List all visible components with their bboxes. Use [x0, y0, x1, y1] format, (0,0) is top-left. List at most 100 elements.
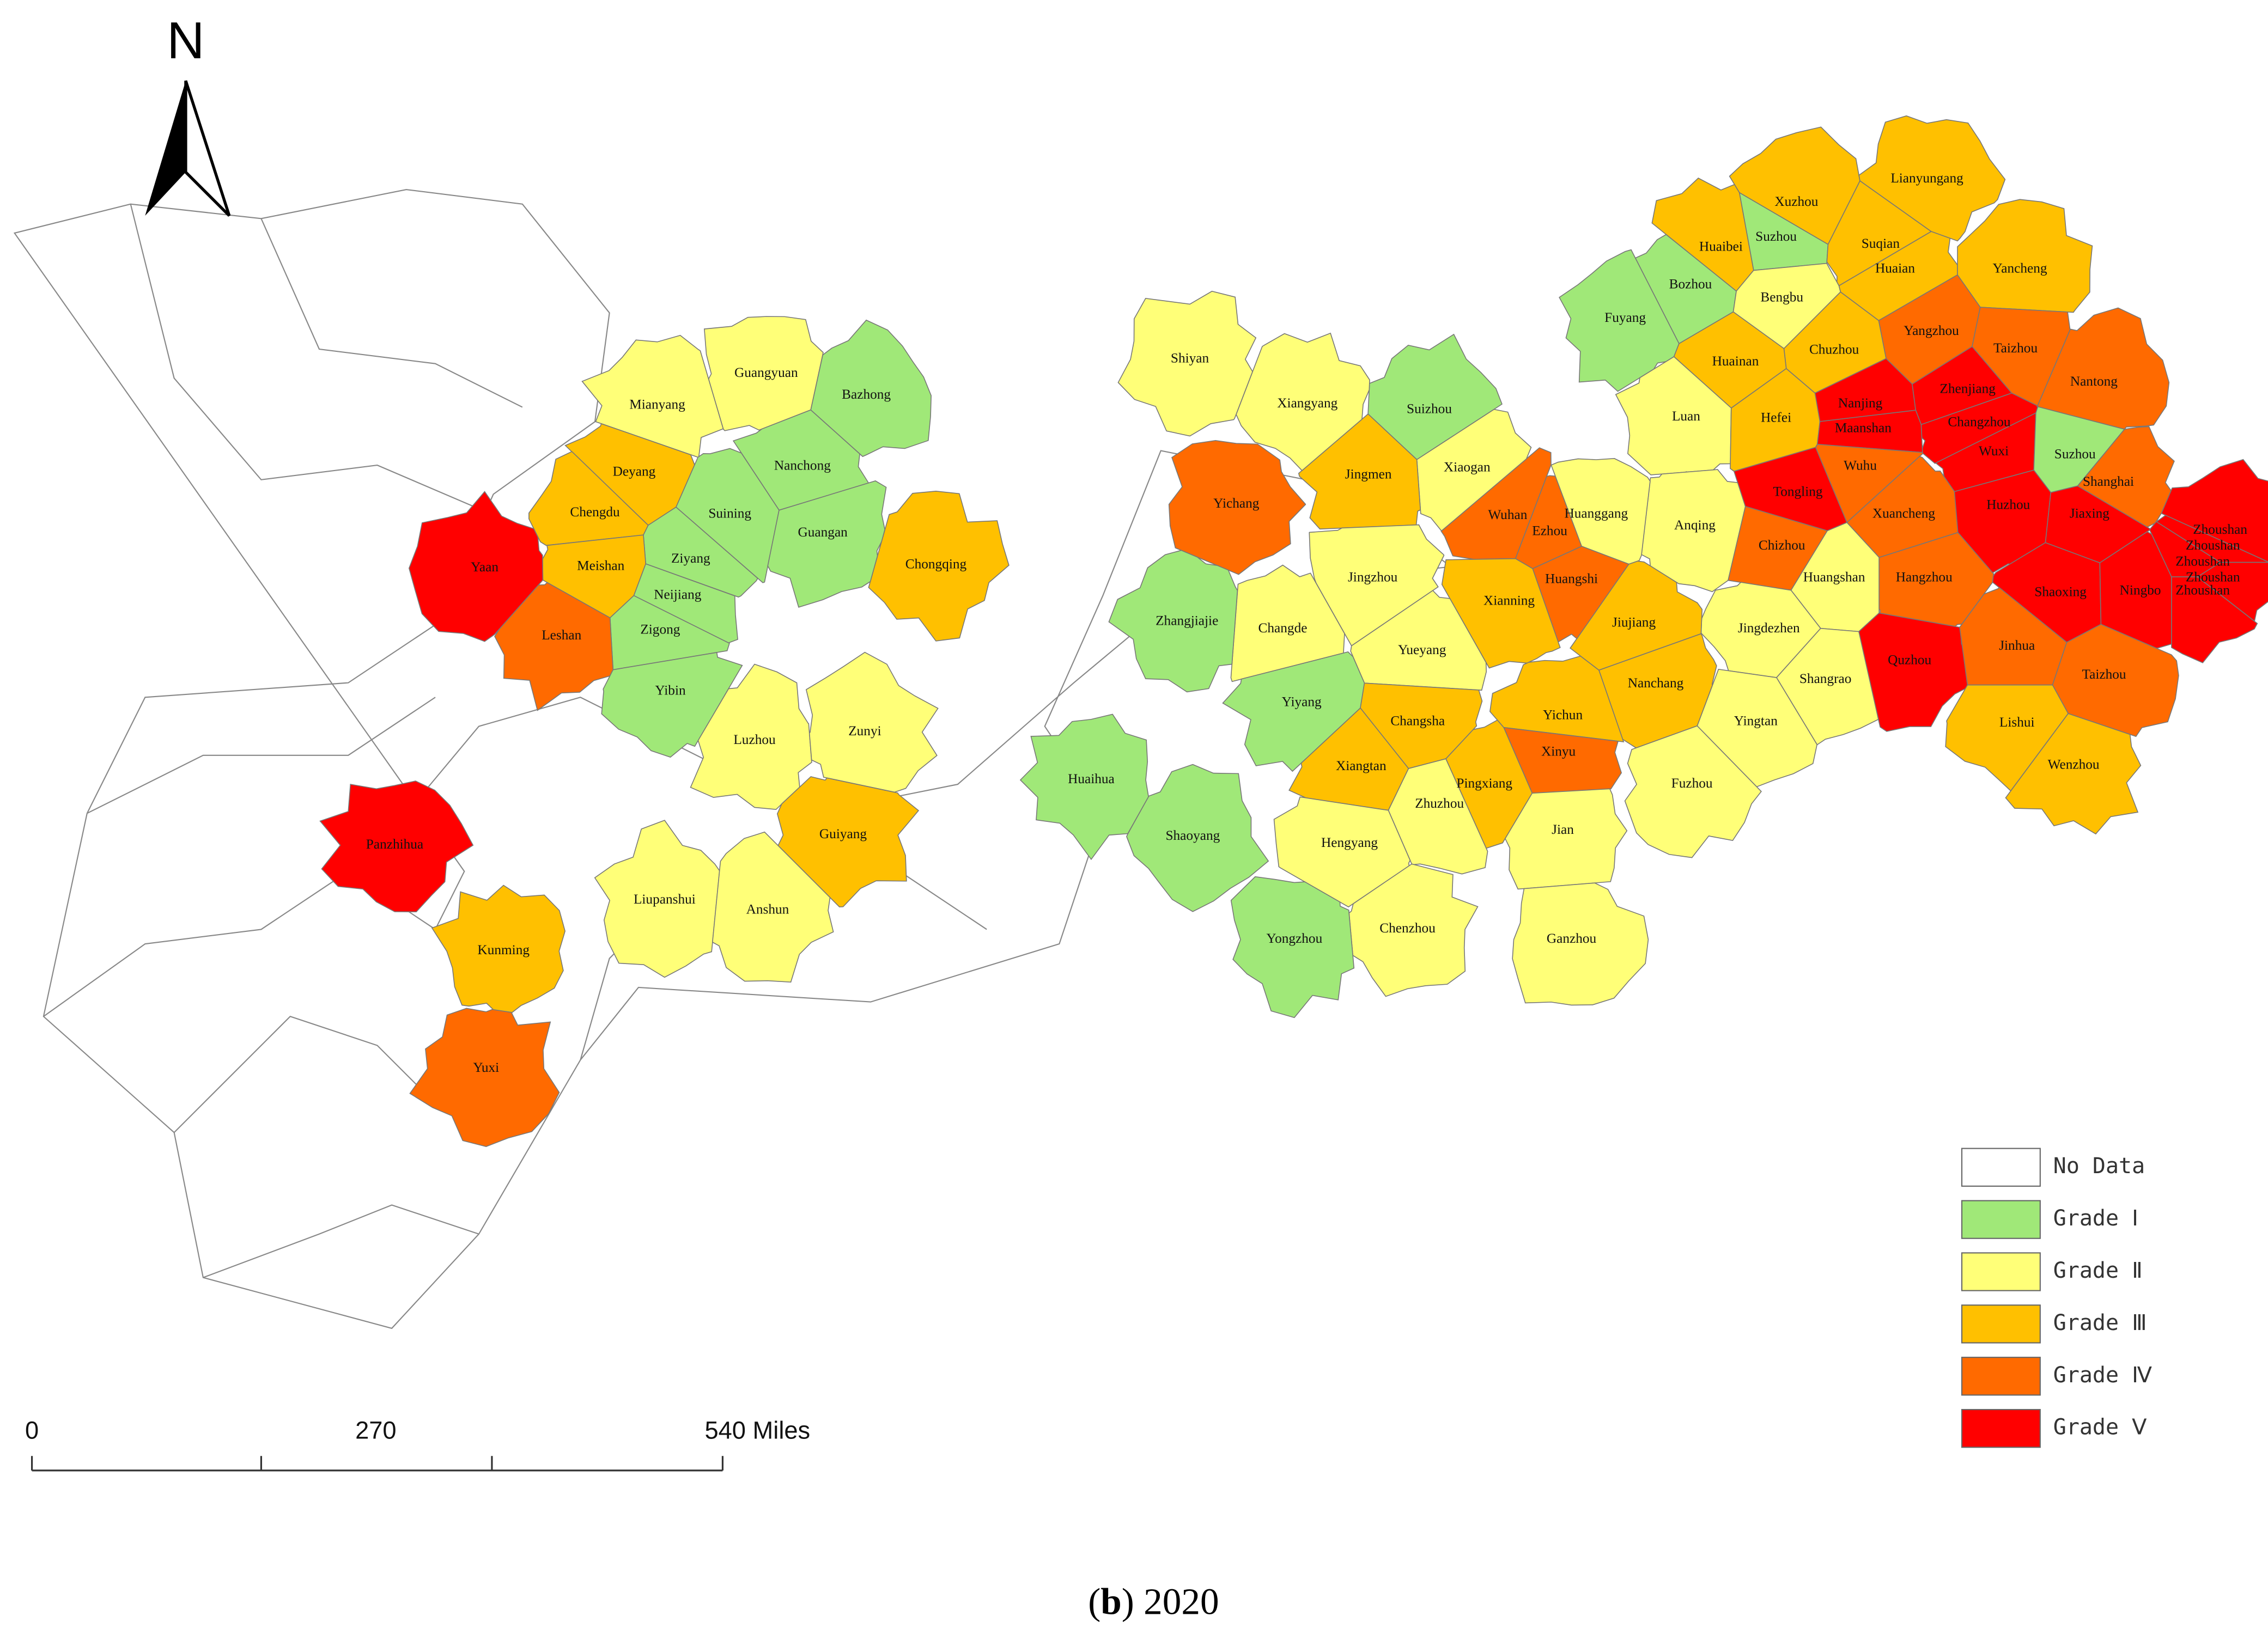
city-label: Kunming — [477, 942, 530, 957]
scale-label: 270 — [355, 1416, 397, 1444]
city-label: Suining — [708, 505, 751, 521]
city-label: Zigong — [640, 622, 680, 637]
city-label: Luzhou — [733, 732, 776, 747]
city-label: Lishui — [1999, 715, 2035, 730]
city-label: Liupanshui — [634, 892, 696, 907]
city-label: Xuancheng — [1872, 505, 1936, 521]
city-label: Nanchang — [1628, 675, 1684, 691]
city-label: Xiangyang — [1277, 395, 1337, 411]
city-label: Pingxiang — [1456, 776, 1512, 791]
city-label: Anqing — [1674, 517, 1716, 533]
city-label: Ganzhou — [1547, 931, 1597, 946]
city-region — [1504, 788, 1628, 890]
city-label: Panzhihua — [366, 837, 423, 852]
city-label: Shangrao — [1799, 671, 1852, 686]
city-label: Wuhan — [1488, 507, 1527, 522]
city-label: Hefei — [1761, 410, 1791, 425]
city-label: Jian — [1552, 822, 1574, 837]
city-label: Yingtan — [1734, 713, 1778, 728]
city-region — [2161, 459, 2268, 563]
city-region — [1230, 564, 1345, 682]
city-label: Lianyungang — [1890, 170, 1963, 186]
city-label: Leshan — [542, 627, 581, 643]
city-label: Meishan — [577, 558, 624, 573]
city-region — [1945, 684, 2069, 792]
caption: (b) 2020 — [1088, 1581, 1219, 1622]
scale-bar — [31, 1456, 724, 1472]
city-region — [594, 820, 720, 978]
city-region — [1920, 392, 2038, 464]
city-label: Huangshan — [1803, 570, 1865, 585]
city-label: Shaoyang — [1165, 828, 1220, 843]
city-region — [703, 316, 824, 431]
city-label: Zhoushan — [2175, 583, 2230, 598]
city-label: Yiyang — [1282, 694, 1322, 710]
city-label: Zhoushan — [2175, 553, 2230, 569]
city-label: Yichang — [1213, 496, 1260, 511]
city-region — [2005, 713, 2142, 835]
city-label: Huainan — [1712, 353, 1759, 369]
city-region — [1348, 863, 1479, 997]
city-label: Zhoushan — [2193, 522, 2247, 537]
city-region — [1957, 199, 2093, 313]
city-region — [2037, 307, 2170, 430]
city-label: Jinhua — [1999, 638, 2035, 653]
city-label: Deyang — [613, 463, 656, 479]
city-label: Shanghai — [2083, 474, 2134, 489]
city-label: Suzhou — [1755, 229, 1797, 244]
city-region — [805, 651, 939, 793]
city-label: Changsha — [1390, 713, 1445, 728]
city-label: Zhoushan — [2186, 570, 2240, 585]
legend-swatch — [1961, 1408, 2041, 1448]
city-region — [431, 884, 566, 1013]
city-labels: Xuzhou Lianyungang Suzhou Huaibei Suqian Huai… — [366, 170, 2248, 1075]
city-label: Zhenjiang — [1939, 381, 1996, 396]
city-label: Xiangtan — [1336, 758, 1387, 773]
city-label: Yangzhou — [1904, 323, 1959, 338]
scale-label: 540 Miles — [704, 1416, 810, 1444]
city-label: Jiaxing — [2070, 505, 2109, 521]
city-region — [712, 831, 834, 983]
legend-swatch — [1961, 1357, 2041, 1396]
city-label: Nanjing — [1838, 395, 1883, 411]
city-label: Shaoxing — [2034, 584, 2087, 599]
city-region — [1350, 590, 1487, 691]
city-region — [1729, 126, 1860, 245]
city-label: Shiyan — [1171, 351, 1209, 366]
city-label: Zhuzhou — [1415, 796, 1464, 811]
city-regions — [319, 115, 2268, 1147]
city-label: Guangyuan — [734, 365, 798, 380]
city-label: Fuzhou — [1671, 776, 1713, 791]
city-label: Yichun — [1543, 707, 1583, 723]
city-label: Suizhou — [1407, 401, 1452, 417]
city-label: Ezhou — [1532, 523, 1567, 538]
city-region — [1019, 713, 1149, 861]
legend: No Data Grade Ⅰ Grade Ⅱ Grade Ⅲ Grade Ⅳ Grade… — [1961, 1148, 2152, 1448]
city-label: Yueyang — [1398, 642, 1446, 657]
city-label: Wenzhou — [2048, 757, 2100, 772]
city-label: Xiaogan — [1444, 459, 1491, 474]
city-label: Hengyang — [1321, 835, 1378, 850]
city-region — [1512, 882, 1649, 1006]
city-label: Nantong — [2070, 374, 2118, 389]
city-label: Neijiang — [654, 587, 701, 602]
city-region — [1126, 764, 1269, 912]
city-region — [767, 480, 887, 608]
city-label: Huaibei — [1699, 239, 1743, 254]
city-label: Ziyang — [671, 551, 710, 566]
city-label: Anshun — [746, 902, 789, 917]
city-label: Huaihua — [1068, 771, 1115, 786]
city-region — [2099, 531, 2172, 649]
north-label: N — [167, 11, 204, 70]
city-region — [2171, 576, 2258, 663]
city-label: Chuzhou — [1809, 342, 1859, 357]
city-label: Bengbu — [1760, 290, 1803, 305]
caption-part: ) 2020 — [1122, 1581, 1219, 1622]
city-label: Yuxi — [473, 1060, 499, 1075]
city-label: Chengdu — [570, 504, 620, 520]
city-label: Wuhu — [1844, 458, 1877, 473]
city-label: Taizhou — [1993, 340, 2038, 356]
legend-swatch — [1961, 1148, 2041, 1187]
city-label: Huaian — [1875, 260, 1915, 276]
city-region — [1230, 876, 1355, 1018]
